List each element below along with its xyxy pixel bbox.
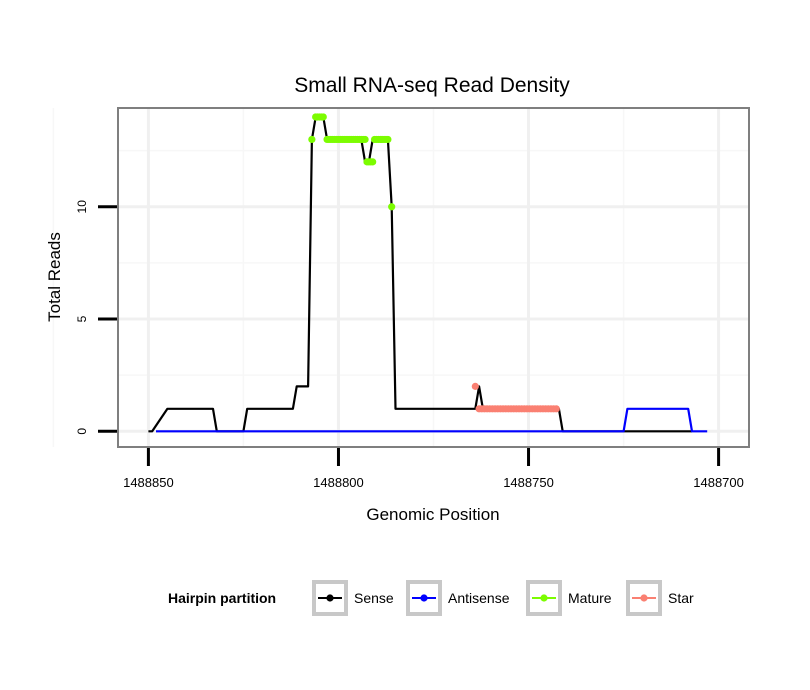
legend-item-antisense: Antisense	[406, 580, 510, 616]
legend-key-point	[420, 594, 428, 602]
legend-item-sense: Sense	[312, 580, 394, 616]
legend-label: Antisense	[448, 590, 510, 606]
legend-key-point	[540, 594, 548, 602]
plot-panel	[52, 107, 750, 448]
data-point-mature	[384, 135, 392, 144]
legend-title: Hairpin partition	[168, 590, 276, 606]
legend-key-point	[326, 594, 334, 602]
data-point-star	[471, 382, 479, 390]
data-point-mature	[308, 135, 316, 144]
series-layer	[148, 113, 708, 433]
x-tick-label: 1488700	[693, 475, 744, 490]
legend-key-point	[640, 594, 648, 602]
x-tick-label: 1488750	[503, 475, 554, 490]
plot-border	[117, 107, 750, 448]
x-axis: 1488850 1488800 1488750 1488700	[123, 448, 744, 490]
y-axis-label: Total Reads	[45, 232, 64, 322]
x-axis-label: Genomic Position	[366, 505, 499, 524]
legend-item-mature: Mature	[526, 580, 612, 616]
y-tick-label: 5	[75, 315, 89, 322]
data-point-mature	[388, 203, 396, 211]
data-point-star	[552, 405, 560, 413]
legend-item-star: Star	[626, 580, 694, 616]
y-tick-label: 10	[75, 200, 89, 214]
x-tick-label: 1488800	[313, 475, 364, 490]
y-tick-label: 0	[75, 428, 89, 435]
legend-label: Star	[668, 590, 694, 606]
chart-title: Small RNA-seq Read Density	[294, 74, 570, 97]
y-axis: 0 5 10	[75, 200, 117, 435]
data-point-mature	[361, 135, 369, 144]
legend-label: Sense	[354, 590, 394, 606]
series-line-antisense	[156, 407, 708, 433]
data-point-mature	[369, 158, 377, 166]
legend-items: Sense Antisense Mature Star	[312, 580, 694, 616]
legend: Hairpin partition Sense Antisense Mature St…	[168, 580, 694, 616]
data-point-mature	[319, 113, 327, 121]
legend-label: Mature	[568, 590, 612, 606]
x-tick-label: 1488850	[123, 475, 174, 490]
